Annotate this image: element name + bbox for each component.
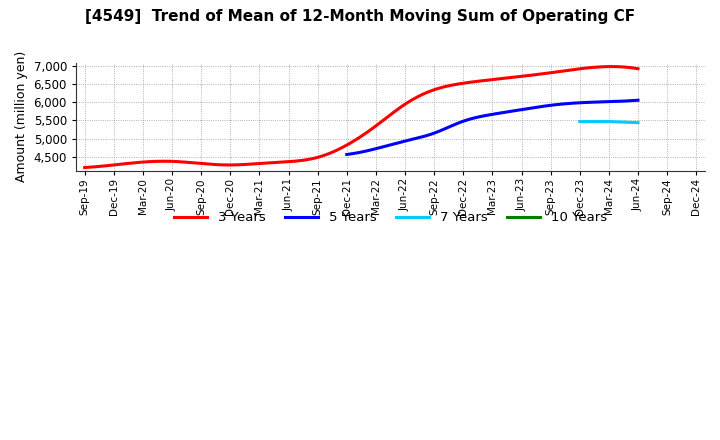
5 Years: [588, 99, 597, 105]
5 Years: [521, 106, 529, 112]
7 Years: [575, 119, 584, 124]
5 Years: [606, 99, 615, 104]
Y-axis label: Amount (million yen): Amount (million yen): [15, 51, 28, 183]
3 Years: [608, 64, 616, 69]
Text: [4549]  Trend of Mean of 12-Month Moving Sum of Operating CF: [4549] Trend of Mean of 12-Month Moving …: [85, 9, 635, 24]
7 Years: [605, 119, 613, 124]
5 Years: [343, 152, 351, 157]
Line: 3 Years: 3 Years: [85, 66, 638, 168]
3 Years: [546, 70, 555, 75]
3 Years: [408, 97, 417, 103]
3 Years: [82, 165, 91, 170]
7 Years: [634, 120, 642, 125]
3 Years: [634, 66, 642, 71]
5 Years: [515, 107, 523, 113]
3 Years: [582, 66, 590, 71]
5 Years: [516, 107, 524, 113]
5 Years: [634, 98, 642, 103]
3 Years: [81, 165, 89, 170]
3 Years: [419, 92, 428, 97]
Line: 5 Years: 5 Years: [347, 100, 638, 154]
5 Years: [343, 152, 352, 157]
Legend: 3 Years, 5 Years, 7 Years, 10 Years: 3 Years, 5 Years, 7 Years, 10 Years: [168, 206, 612, 230]
Line: 7 Years: 7 Years: [580, 121, 638, 123]
3 Years: [410, 96, 418, 101]
